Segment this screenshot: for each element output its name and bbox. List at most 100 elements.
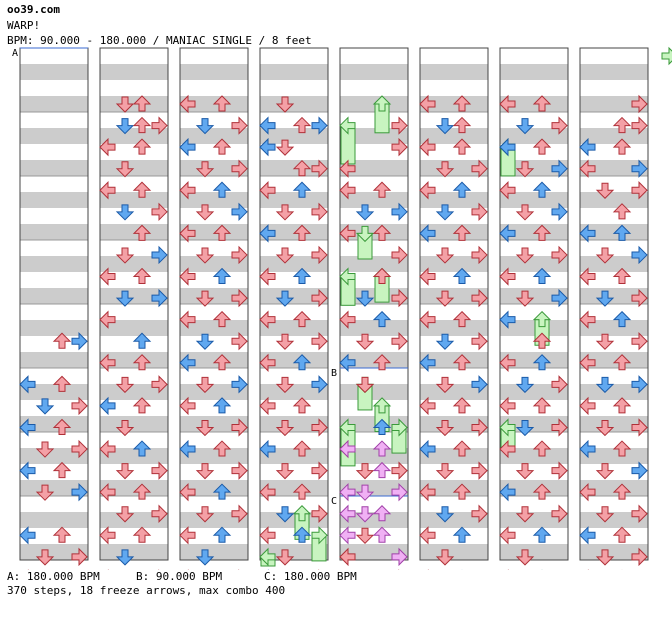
- step-arrow: [231, 288, 248, 308]
- step-arrow: [179, 353, 196, 372]
- stripe: [100, 192, 168, 208]
- step-arrow: [195, 333, 215, 350]
- step-arrow: [259, 310, 276, 329]
- step-arrow: [551, 245, 568, 265]
- step-arrow: [419, 181, 436, 200]
- stripe: [100, 448, 168, 464]
- freeze-head: [532, 310, 552, 328]
- step-arrow: [195, 506, 215, 523]
- step-arrow: [419, 396, 436, 416]
- step-arrow: [391, 245, 408, 265]
- step-arrow: [99, 181, 116, 200]
- step-arrow: [71, 439, 88, 459]
- step-arrow: [355, 527, 375, 545]
- step-arrow: [419, 439, 436, 459]
- step-arrow: [339, 353, 356, 372]
- step-arrow: [132, 440, 152, 457]
- sixteenth-arrow: [391, 482, 408, 502]
- step-arrow: [275, 419, 295, 437]
- step-arrow: [99, 482, 116, 502]
- step-arrow: [259, 396, 276, 416]
- stripe: [20, 512, 88, 528]
- step-arrow: [231, 159, 248, 178]
- stripe: [340, 160, 408, 176]
- step-arrow: [179, 310, 196, 329]
- freeze-head: [259, 547, 276, 567]
- step-arrow: [311, 332, 328, 351]
- step-arrow: [579, 224, 596, 243]
- step-arrow: [52, 526, 72, 543]
- step-arrow: [132, 354, 152, 371]
- step-arrow: [499, 439, 516, 459]
- step-arrow: [419, 137, 436, 157]
- step-arrow: [212, 483, 232, 500]
- step-arrow: [292, 116, 312, 134]
- step-arrow: [452, 181, 472, 198]
- step-arrow: [99, 137, 116, 157]
- step-arrow: [435, 204, 455, 221]
- stripe: [180, 352, 248, 368]
- step-arrow: [195, 118, 215, 135]
- step-arrow: [132, 181, 152, 198]
- stripe: [580, 288, 648, 304]
- step-arrow: [471, 375, 488, 394]
- step-arrow: [631, 418, 648, 437]
- step-arrow: [355, 376, 375, 394]
- stripe: [260, 96, 328, 112]
- step-arrow: [71, 396, 88, 416]
- stripe: [180, 128, 248, 144]
- step-arrow: [452, 95, 472, 112]
- bpm-legend-a: A: 180.000 BPM: [7, 570, 100, 583]
- step-arrow: [115, 96, 135, 113]
- step-arrow: [499, 353, 516, 372]
- stripe: [180, 64, 248, 80]
- sixteenth-arrow: [372, 526, 392, 543]
- stripe: [500, 320, 568, 336]
- step-arrow: [339, 159, 356, 178]
- step-arrow: [499, 137, 516, 157]
- step-arrow: [212, 267, 232, 285]
- step-arrow: [471, 461, 488, 480]
- step-arrow: [275, 290, 295, 307]
- step-arrow: [499, 181, 516, 200]
- step-arrow: [515, 118, 535, 135]
- stripe: [420, 256, 488, 272]
- step-arrow: [595, 247, 615, 264]
- step-arrow: [179, 396, 196, 416]
- step-chart: [19, 46, 672, 570]
- step-arrow: [19, 418, 36, 437]
- stripe: [500, 160, 568, 176]
- step-arrow: [179, 439, 196, 459]
- stripe: [180, 320, 248, 336]
- step-arrow: [212, 440, 232, 457]
- step-arrow: [339, 181, 356, 200]
- step-arrow: [471, 245, 488, 265]
- step-arrow: [499, 396, 516, 416]
- step-arrow: [292, 397, 312, 414]
- step-arrow: [275, 96, 295, 113]
- stripe: [20, 416, 88, 432]
- step-arrow: [532, 224, 552, 241]
- stripe: [100, 544, 168, 560]
- step-arrow: [275, 376, 295, 394]
- stripe: [340, 224, 408, 240]
- step-arrow: [419, 224, 436, 243]
- stripe: [340, 128, 408, 144]
- stripe: [100, 224, 168, 240]
- step-arrow: [99, 396, 116, 416]
- edge-freeze-head: [661, 46, 672, 66]
- step-arrow: [115, 376, 135, 394]
- step-arrow: [452, 526, 472, 543]
- sixteenth-arrow: [339, 504, 356, 523]
- stripe: [500, 512, 568, 528]
- step-arrow: [515, 204, 535, 221]
- step-arrow: [231, 461, 248, 480]
- step-arrow: [391, 461, 408, 480]
- step-arrow: [259, 482, 276, 502]
- step-arrow: [115, 549, 135, 566]
- stripe: [420, 160, 488, 176]
- step-arrow: [435, 290, 455, 307]
- step-arrow: [435, 463, 455, 480]
- stripe: [580, 480, 648, 496]
- freeze-head: [292, 505, 312, 522]
